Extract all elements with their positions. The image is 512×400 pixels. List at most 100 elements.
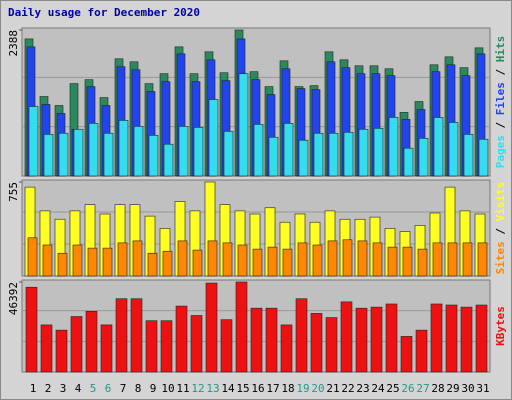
bar [237, 244, 248, 277]
bar [342, 239, 353, 277]
bar [478, 138, 489, 177]
x-tick-label: 31 [476, 382, 489, 395]
bar [115, 298, 128, 373]
bar [463, 134, 474, 177]
x-tick-label: 24 [371, 382, 385, 395]
bar [355, 307, 368, 373]
bar [282, 248, 293, 277]
legend: KBytes [494, 306, 507, 346]
bar [477, 242, 488, 277]
bar [130, 298, 143, 373]
x-tick-label: 30 [461, 382, 474, 395]
bar [373, 128, 384, 177]
bar [72, 244, 83, 277]
x-tick-label: 20 [311, 382, 324, 395]
legend: Pages / Files / Hits [494, 36, 507, 169]
bar [132, 240, 143, 277]
bar [100, 324, 113, 373]
bar [235, 281, 248, 373]
bar [103, 132, 114, 177]
x-tick-label: 14 [221, 382, 235, 395]
bar [208, 99, 219, 177]
bar [298, 139, 309, 177]
bar [87, 247, 98, 277]
x-tick-label: 26 [401, 382, 414, 395]
x-tick-label: 11 [176, 382, 189, 395]
bar [252, 248, 263, 277]
legend-entry: Pages [494, 135, 507, 168]
bar [385, 303, 398, 373]
x-tick-label: 13 [206, 382, 219, 395]
x-tick-label: 1 [30, 382, 37, 395]
bar [145, 320, 158, 373]
bar [118, 120, 129, 177]
bar [295, 298, 308, 373]
bar [343, 131, 354, 177]
bar [43, 134, 54, 177]
bar [357, 240, 368, 277]
x-tick-label: 22 [341, 382, 354, 395]
x-tick-label: 17 [266, 382, 279, 395]
bar [57, 252, 68, 277]
bar [148, 134, 159, 177]
bar [73, 128, 84, 177]
bar [117, 242, 128, 277]
x-tick-label: 19 [296, 382, 309, 395]
x-tick-label: 2 [45, 382, 52, 395]
legend-entry: Hits [494, 36, 507, 63]
bar [28, 106, 39, 177]
bar [133, 126, 144, 177]
y-tick-label: 755 [7, 182, 20, 202]
chart-title: Daily usage for December 2020 [8, 6, 200, 19]
bar [222, 242, 233, 277]
x-tick-label: 5 [90, 382, 97, 395]
x-tick-label: 23 [356, 382, 369, 395]
bar [207, 240, 218, 277]
bar [238, 73, 249, 177]
bar [42, 244, 53, 277]
bar [372, 242, 383, 277]
x-tick-label: 28 [431, 382, 444, 395]
bar [190, 315, 203, 373]
bar [70, 316, 83, 373]
bar [403, 147, 414, 177]
legend-entry: Files [494, 82, 507, 115]
bar [265, 307, 278, 373]
bar [268, 136, 279, 177]
bar [297, 242, 308, 277]
bar [313, 132, 324, 177]
bar [400, 336, 413, 373]
bar [433, 117, 444, 177]
bar [415, 329, 428, 373]
bar [430, 303, 443, 373]
bar [102, 247, 113, 277]
y-tick-label: 2388 [7, 30, 20, 57]
x-tick-label: 6 [105, 382, 112, 395]
bar [417, 248, 428, 277]
bar [448, 122, 459, 177]
bar [267, 246, 278, 277]
bar [447, 242, 458, 277]
x-tick-label: 3 [60, 382, 67, 395]
bar [175, 305, 188, 373]
x-tick-label: 15 [236, 382, 249, 395]
bar [192, 249, 203, 277]
x-tick-label: 16 [251, 382, 264, 395]
bar [253, 124, 264, 177]
x-tick-label: 8 [135, 382, 142, 395]
x-tick-label: 21 [326, 382, 339, 395]
x-tick-label: 29 [446, 382, 459, 395]
bar [325, 317, 338, 373]
x-tick-label: 9 [150, 382, 157, 395]
legend-separator: / [494, 62, 507, 82]
bar [328, 132, 339, 177]
legend-separator: / [494, 115, 507, 135]
bar [205, 282, 218, 373]
bar [163, 143, 174, 177]
bar [283, 123, 294, 177]
bar [280, 324, 293, 373]
x-tick-label: 25 [386, 382, 399, 395]
bar [55, 329, 68, 373]
legend: Sites / Visits [494, 182, 507, 275]
